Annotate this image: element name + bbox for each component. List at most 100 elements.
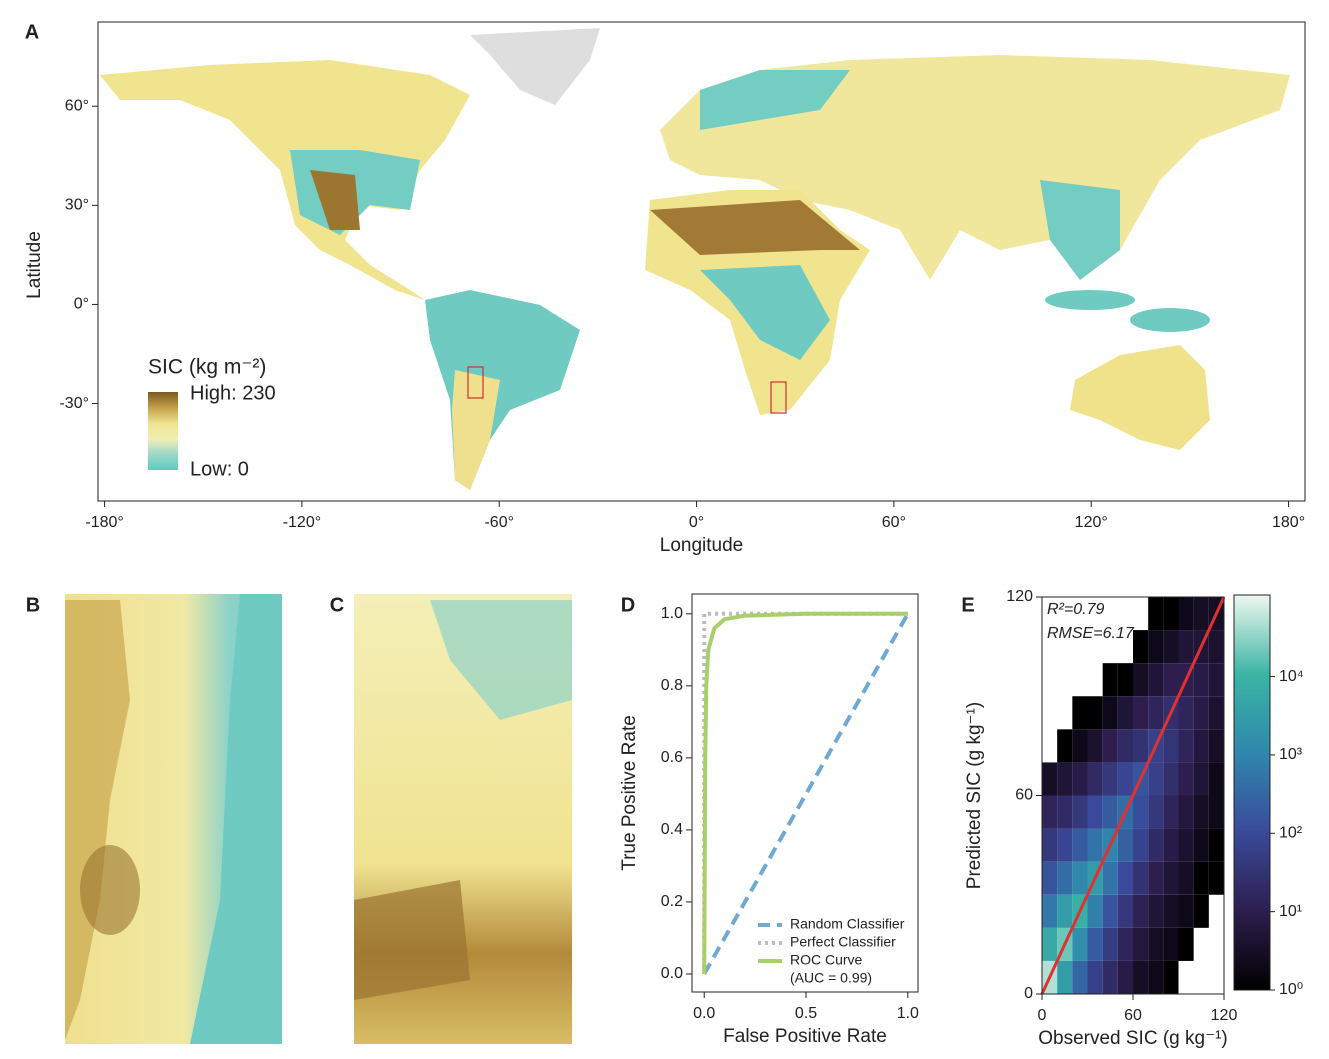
colorbar-tick-label: 10¹: [1279, 903, 1302, 920]
y-tick-label: 1.0: [661, 605, 683, 622]
panel-label: E: [961, 594, 974, 616]
x-tick-label: 180°: [1272, 514, 1305, 531]
heatmap-cell: [1102, 696, 1118, 730]
heatmap-cell: [1148, 927, 1164, 961]
y-tick-label: 0.8: [661, 677, 683, 694]
x-tick-label: -120°: [283, 514, 321, 531]
legend-high: High: 230: [190, 382, 276, 404]
heatmap-cell: [1133, 927, 1149, 961]
heatmap-cell: [1148, 960, 1164, 994]
heatmap-cell: [1117, 828, 1133, 862]
x-tick-label: 0°: [689, 514, 704, 531]
heatmap-cell: [1193, 762, 1209, 796]
heatmap-cell: [1117, 663, 1133, 697]
heatmap-cell: [1087, 828, 1103, 862]
heatmap-cell: [1133, 828, 1149, 862]
heatmap-cell: [1178, 630, 1194, 664]
panel-c-image: [354, 594, 572, 1044]
annotation: R²=0.79: [1047, 601, 1104, 618]
heatmap-cell: [1193, 663, 1209, 697]
heatmap-cell: [1163, 630, 1179, 664]
heatmap-cell: [1148, 696, 1164, 730]
panel-label: B: [26, 594, 40, 616]
heatmap-cell: [1072, 927, 1088, 961]
heatmap-cell: [1163, 597, 1179, 631]
heatmap-cell: [1087, 729, 1103, 763]
heatmap-cell: [1163, 960, 1179, 994]
heatmap-cell: [1087, 696, 1103, 730]
plot-frame: [97, 21, 1306, 502]
heatmap-cell: [1163, 861, 1179, 895]
plot-frame: [691, 593, 919, 993]
x-tick-label: 60: [1124, 1007, 1142, 1024]
heatmap-cell: [1042, 828, 1058, 862]
heatmap-cell: [1208, 663, 1224, 697]
heatmap-cell: [1178, 828, 1194, 862]
x-tick-label: 0: [1038, 1007, 1047, 1024]
heatmap-cell: [1057, 828, 1073, 862]
y-tick-label: 0.0: [661, 965, 683, 982]
heatmap-cell: [1208, 795, 1224, 829]
heatmap-cell: [1117, 762, 1133, 796]
heatmap-cell: [1042, 795, 1058, 829]
heatmap-cell: [1193, 696, 1209, 730]
heatmap-cell: [1117, 960, 1133, 994]
heatmap-cell: [1072, 762, 1088, 796]
line: [702, 611, 908, 975]
heatmap-cell: [1148, 795, 1164, 829]
heatmap-cell: [1087, 960, 1103, 994]
x-tick-label: -60°: [484, 514, 514, 531]
heatmap-cell: [1133, 861, 1149, 895]
panel-b-image: [65, 594, 282, 1044]
y-tick-label: 60: [1015, 787, 1033, 804]
heatmap-cell: [1102, 960, 1118, 994]
y-tick-label: 0: [1024, 985, 1033, 1002]
heatmap-cell: [1148, 861, 1164, 895]
heatmap-cell: [1193, 597, 1209, 631]
y-tick-label: 0.6: [661, 749, 683, 766]
heatmap-cell: [1208, 729, 1224, 763]
heatmap-cell: [1163, 894, 1179, 928]
heatmap-cell: [1193, 828, 1209, 862]
heatmap-cell: [1163, 927, 1179, 961]
heatmap-cell: [1102, 861, 1118, 895]
x-tick-label: 1.0: [897, 1005, 919, 1022]
x-axis-label: False Positive Rate: [723, 1026, 887, 1047]
heatmap-cell: [1178, 762, 1194, 796]
heatmap-cell: [1102, 663, 1118, 697]
heatmap-cell: [1208, 762, 1224, 796]
x-tick-label: 120: [1211, 1007, 1238, 1024]
x-tick-label: 120°: [1075, 514, 1108, 531]
colorbar-tick-label: 10²: [1279, 825, 1303, 842]
heatmap-cell: [1102, 795, 1118, 829]
heatmap-cell: [1087, 927, 1103, 961]
heatmap-cell: [1117, 729, 1133, 763]
legend-title: SIC (kg m⁻²): [148, 356, 266, 379]
heatmap-cell: [1072, 861, 1088, 895]
y-tick-label: 0°: [74, 296, 89, 313]
heatmap-cell: [1087, 795, 1103, 829]
heatmap-cell: [1208, 861, 1224, 895]
heatmap: [1042, 597, 1224, 994]
y-axis-label: Latitude: [24, 231, 45, 299]
heatmap-cell: [1208, 828, 1224, 862]
y-axis-label: True Positive Rate: [619, 715, 640, 871]
heatmap-cell: [1117, 696, 1133, 730]
colorbar-tick-label: 10⁰: [1279, 981, 1303, 998]
legend-label: Random Classifier: [790, 916, 905, 932]
heatmap-cell: [1193, 729, 1209, 763]
heatmap-cell: [1163, 729, 1179, 763]
panel-label: D: [621, 594, 635, 616]
y-tick-label: 0.2: [661, 893, 683, 910]
colorbar-tick-label: 10⁴: [1279, 668, 1304, 685]
heatmap-cell: [1057, 729, 1073, 763]
heatmap-cell: [1102, 762, 1118, 796]
heatmap-cell: [1178, 729, 1194, 763]
x-axis-label: Observed SIC (g kg⁻¹): [1038, 1028, 1228, 1049]
heatmap-cell: [1102, 894, 1118, 928]
colorbar-tick-label: 10³: [1279, 746, 1303, 763]
heatmap-cell: [1148, 894, 1164, 928]
legend-label: ROC Curve: [790, 952, 863, 968]
heatmap-cell: [1133, 696, 1149, 730]
